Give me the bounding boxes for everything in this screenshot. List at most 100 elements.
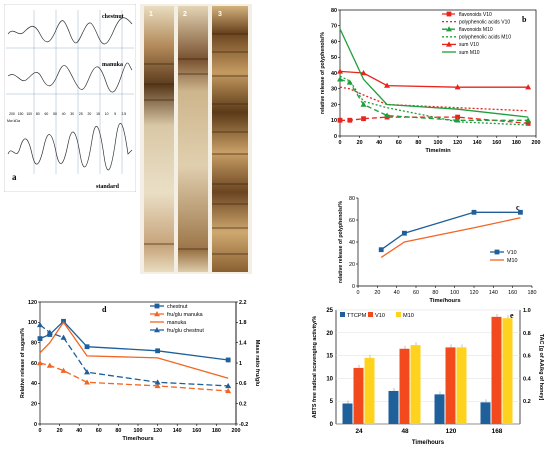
- chart-c-x-label: Time/hours: [429, 298, 460, 304]
- gel-lane-label-2: 2: [183, 11, 187, 18]
- chart-c-y-label: relative release of polyphenols/%: [338, 201, 344, 283]
- chart-d-point-0-3: [84, 344, 90, 350]
- chart-b-series-line-2: [339, 78, 529, 121]
- chart-c-point-0-3: [518, 209, 523, 215]
- chart-b-series-line-3: [339, 75, 529, 126]
- gel-lane-2: [178, 6, 208, 272]
- chart-e-category-label: 24: [355, 428, 363, 435]
- chart-e-bar-1-1: [399, 348, 410, 424]
- chart-e-bar-1-3: [491, 316, 502, 424]
- chart-e-y2tick-label: 0.6: [523, 354, 531, 360]
- chart-d-x-label: Time/hours: [122, 436, 153, 442]
- chart-d-y2tick-label: -0.2: [239, 422, 248, 428]
- chart-e-bar-1-0: [353, 367, 364, 424]
- chart-b-point-4-4: [525, 84, 532, 90]
- chart-c-xtick-label: 40: [394, 290, 400, 296]
- chart-b-point-2-4: [454, 117, 461, 123]
- chart-e-svg: 0 5 10 15 20 25 0.2 0.4 0.6 0.8 1.0 24 48 120 168 Time/…: [312, 308, 544, 446]
- gel-lane-label-1: 1: [149, 11, 153, 18]
- chart-e-category-label: 120: [446, 428, 457, 435]
- chart-b-x-label: Time/min: [425, 148, 451, 154]
- panel-a-axis-ticks: 200 150 100 80 60 50 40 30 25 20 15 10 5 2.5: [9, 112, 126, 116]
- chart-b-ytick-label: 10: [331, 118, 337, 124]
- chart-e-category-label: 48: [401, 428, 409, 435]
- chart-d-ytick-label: 100: [28, 320, 37, 326]
- panel-a-tick-label: 80: [36, 112, 40, 116]
- chart-d-ytick-label: 0: [34, 422, 37, 428]
- chart-b-legend-label-4: sum V10: [459, 42, 479, 48]
- chart-d-legend-marker-0: [154, 303, 160, 309]
- chart-d-xtick-label: 0: [39, 428, 42, 434]
- chart-b-xtick-label: 20: [357, 140, 363, 146]
- chart-b-xtick-label: 80: [415, 140, 421, 146]
- chart-c-xtick-label: 80: [432, 290, 438, 296]
- chart-d-point-1-1: [46, 362, 53, 368]
- chart-b-letter: b: [522, 15, 527, 24]
- panel-a-axis-unit: Mw kDa: [7, 119, 20, 123]
- chart-e-y2tick-label: 0.8: [523, 331, 531, 337]
- chart-c-xtick-label: 160: [508, 290, 517, 296]
- chart-d-y-label: Relative release of sugars/%: [20, 328, 26, 398]
- chart-e-y-label: ABTS free radical scavenging activity/%: [312, 316, 318, 419]
- chart-c-ytick-label: 80: [349, 196, 355, 202]
- chestnut-trace: [7, 17, 133, 45]
- chart-d-point-3-2: [60, 334, 67, 340]
- manuka-trace: [7, 62, 133, 93]
- chart-e-bar-0-3: [480, 402, 491, 424]
- panel-a-tick-label: 15: [96, 112, 100, 116]
- chart-e-legend-swatch-0: [340, 312, 345, 317]
- panel-a: chestnut manuka standard 200 150 100 80 60 50…: [3, 3, 137, 193]
- gel-lane-1: [144, 6, 174, 272]
- panel-a-tick-label: 200: [9, 112, 15, 116]
- chart-b-xtick-label: 180: [512, 140, 521, 146]
- chart-e-y2tick-label: 0.2: [523, 399, 531, 405]
- chart-c-letter: c: [516, 203, 520, 212]
- chart-d-letter: d: [102, 305, 107, 314]
- chart-b-svg: 0 20 40 60 80 100 120 140 160 180 200 0 10 20 30 40 50 60…: [320, 8, 541, 154]
- chart-e-ytick-label: 25: [326, 308, 333, 314]
- chart-b-xtick-label: 120: [453, 140, 462, 146]
- chart-b-point-0-2: [361, 116, 366, 122]
- chart-e-bar-1-2: [445, 347, 456, 424]
- chart-b-legend-label-3: polyphenolic acids M10: [459, 35, 511, 41]
- chart-b-legend-marker-2: [446, 26, 452, 32]
- chart-d-point-0-0: [37, 336, 43, 341]
- chart-b-ytick-label: 80: [331, 8, 337, 14]
- chart-d-series-line-3: [39, 324, 229, 387]
- chart-d-xtick-label: 20: [57, 428, 63, 434]
- chart-b-legend-label-1: polyphenolic acids V10: [459, 19, 510, 25]
- trace-label-manuka: manuka: [102, 62, 123, 68]
- chart-b-legend-marker-4: [446, 41, 452, 47]
- chart-c-xtick-label: 140: [489, 290, 498, 296]
- chart-d-y2tick-label: 1.4: [239, 340, 247, 346]
- chart-e-bar-0-2: [434, 394, 445, 424]
- chart-d-point-1-4: [154, 382, 161, 389]
- chart-c-series-line-0: [380, 211, 521, 251]
- chart-d-point-1-5: [225, 387, 232, 394]
- panel-a-gridlines: [6, 10, 134, 174]
- chart-d-point-3-3: [84, 369, 91, 375]
- chart-d-svg: 0 20 40 60 80 100 120 140 160 180 200 0 20 40 60 80 100 1…: [20, 300, 260, 442]
- chart-b-ytick-label: 30: [331, 87, 337, 93]
- panel-a-tick-label: 150: [18, 112, 24, 116]
- chart-d-point-3-5: [225, 382, 232, 389]
- chart-e-ytick-label: 20: [326, 331, 333, 337]
- chart-c-point-0-0: [378, 247, 384, 253]
- chart-c: 0 20 40 60 80 100 120 140 160 180 0 20 40 60 80 Time/ho…: [300, 190, 546, 314]
- chart-e-bar-0-1: [388, 390, 399, 424]
- gel-image: 1 2 3: [140, 4, 252, 274]
- chart-b-point-4-3: [454, 84, 461, 90]
- chart-b-series-line-0: [340, 116, 529, 125]
- chart-d-legend-label-0: chestnut: [167, 304, 188, 310]
- chart-c-svg: 0 20 40 60 80 100 120 140 160 180 0 20 40 60 80 Time/ho…: [338, 196, 537, 304]
- chart-b-point-4-2: [384, 82, 391, 88]
- chart-d-ytick-label: 80: [31, 340, 37, 346]
- chart-b-ytick-label: 60: [331, 39, 337, 45]
- chart-b-point-4-1: [360, 70, 367, 76]
- chart-e-bar-2-3: [502, 318, 513, 424]
- chart-e-bar-2-1: [410, 345, 421, 424]
- chart-c-ytick-label: 40: [349, 240, 355, 246]
- chart-b-legend-label-2: flavonoids M10: [459, 27, 493, 33]
- chart-d-point-1-2: [60, 367, 67, 373]
- gel-lane-label-3: 3: [218, 11, 222, 18]
